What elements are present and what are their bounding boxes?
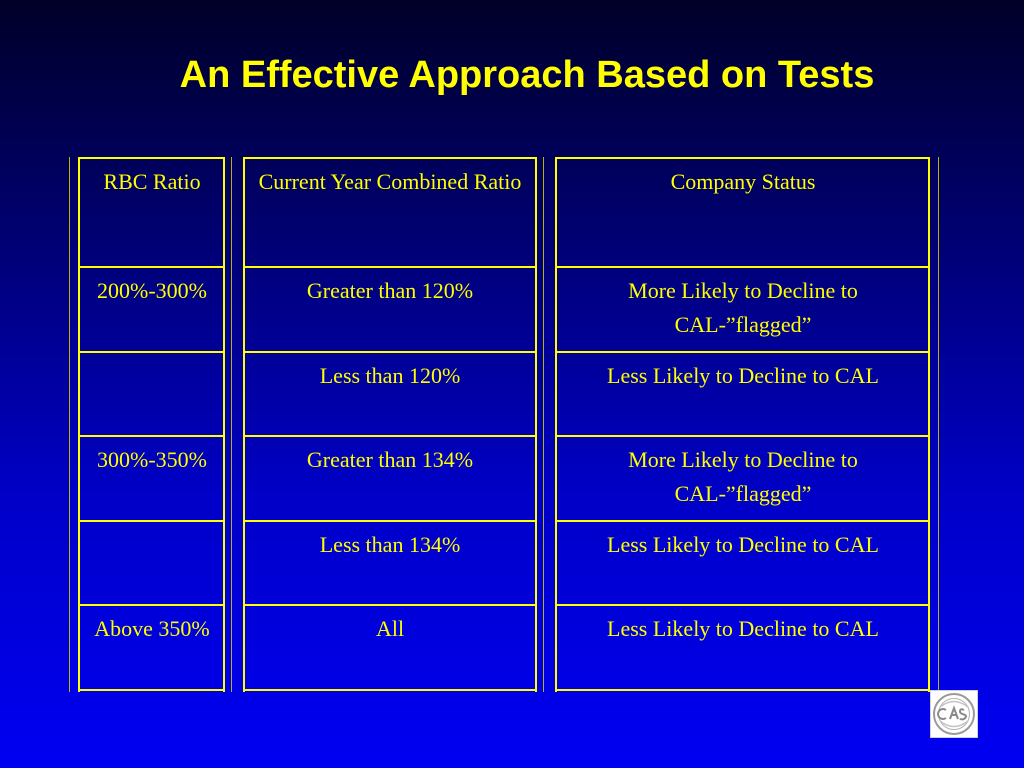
header-combined-ratio: Current Year Combined Ratio (258, 169, 522, 194)
header-rbc-ratio: RBC Ratio (103, 169, 201, 194)
slide-title: An Effective Approach Based on Tests (179, 54, 875, 96)
row5-combined: All (375, 616, 405, 641)
header-company-status: Company Status (670, 169, 816, 194)
row4-combined: Less than 134% (319, 532, 461, 557)
column-gap-line-1 (231, 157, 232, 692)
table-border-right (928, 157, 930, 692)
table-border-left (78, 157, 80, 692)
column-divider-1 (223, 157, 225, 692)
row4-status: Less Likely to Decline to CAL (607, 532, 879, 557)
row5-status: Less Likely to Decline to CAL (607, 616, 879, 641)
row3-rbc: 300%-350% (97, 447, 207, 472)
row2-status: Less Likely to Decline to CAL (607, 363, 879, 388)
table-border-right-outer (938, 157, 939, 692)
row5-rbc: Above 350% (94, 616, 210, 641)
table-border-left-outer (69, 157, 70, 692)
row2-combined: Less than 120% (319, 363, 461, 388)
row1-status: More Likely to Decline to CAL-”flagged” (628, 278, 858, 337)
cas-seal-logo (930, 690, 978, 738)
row1-combined: Greater than 120% (306, 278, 474, 303)
row1-rbc: 200%-300% (97, 278, 207, 303)
row3-status: More Likely to Decline to CAL-”flagged” (628, 447, 858, 506)
column-gap-line-2 (543, 157, 544, 692)
column-divider-4 (555, 157, 557, 692)
column-divider-3 (535, 157, 537, 692)
column-divider-2 (243, 157, 245, 692)
cas-seal-icon (933, 693, 975, 735)
row3-combined: Greater than 134% (306, 447, 474, 472)
